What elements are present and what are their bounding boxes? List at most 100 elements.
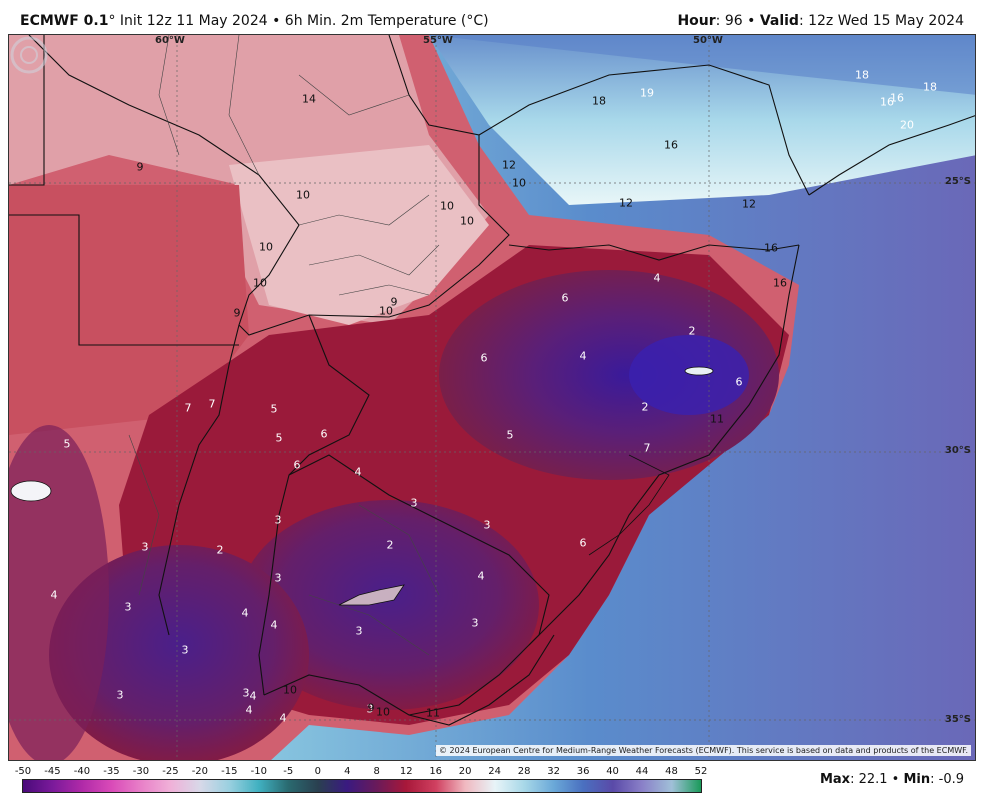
temperature-value: 10	[379, 304, 393, 318]
temperature-value: 18	[923, 80, 937, 94]
temperature-value: 4	[241, 606, 249, 620]
forecast-time: Hour: 96 • Valid: 12z Wed 15 May 2024	[677, 13, 964, 29]
temperature-value: 10	[512, 176, 526, 190]
temperature-value: 7	[643, 441, 651, 455]
temperature-value: 4	[270, 618, 278, 632]
temperature-value: 12	[619, 196, 633, 210]
temperature-value: 3	[355, 624, 363, 638]
valid-value: : 12z Wed 15 May 2024	[798, 13, 964, 29]
temperature-value: 4	[249, 689, 257, 703]
temperature-value: 9	[136, 160, 144, 174]
lon-label: 50°W	[693, 35, 723, 46]
temperature-value: 5	[275, 431, 283, 445]
temperature-value: 9	[233, 306, 241, 320]
scale-tick-label: 20	[458, 766, 472, 777]
temperature-value: 3	[124, 600, 132, 614]
temperature-value: 3	[471, 616, 479, 630]
temperature-value: 5	[63, 437, 71, 451]
temperature-value: 18	[855, 68, 869, 82]
valid-label: Valid	[759, 13, 799, 29]
temperature-value: 10	[259, 240, 273, 254]
temperature-value: 2	[688, 324, 696, 338]
scale-tick-label: -45	[44, 766, 61, 777]
min-value: : -0.9	[930, 772, 964, 787]
temperature-value: 4	[279, 711, 287, 725]
color-scale: -50 -45 -40 -35 -30 -25 -20 -15 -10 -5 0 4 8 12 16 20 24…	[15, 766, 707, 794]
scale-tick-label: 12	[399, 766, 413, 777]
temperature-value: 9	[390, 295, 398, 309]
hour-value: : 96 •	[715, 13, 760, 29]
temperature-value: 2	[216, 543, 224, 557]
temperature-value: 3	[483, 518, 491, 532]
lon-label: 55°W	[423, 35, 453, 46]
scale-tick-label: -10	[250, 766, 267, 777]
scale-tick-label: 40	[606, 766, 619, 777]
temperature-value: 19	[640, 86, 654, 100]
lon-label: 60°W	[155, 35, 185, 46]
temperature-value: 6	[320, 427, 328, 441]
temperature-value: 16	[664, 138, 678, 152]
temperature-value: 4	[50, 588, 58, 602]
copyright-notice: © 2024 European Centre for Medium-Range …	[436, 745, 971, 756]
scale-bar	[22, 779, 702, 793]
temperature-value: 6	[561, 291, 569, 305]
temperature-value: 3	[274, 513, 282, 527]
model-description: ° Init 12z 11 May 2024 • 6h Min. 2m Temp…	[108, 13, 489, 29]
temperature-value: 2	[641, 400, 649, 414]
scale-tick-label: -20	[191, 766, 209, 777]
scale-tick-label: -25	[162, 766, 179, 777]
temperature-value: 4	[653, 271, 661, 285]
temperature-value: 6	[293, 458, 301, 472]
max-value: : 22.1 •	[850, 772, 904, 787]
temperature-value: 7	[184, 401, 192, 415]
temperature-value: 3	[274, 571, 282, 585]
temperature-value: 9	[367, 701, 375, 715]
temperature-value: 5	[270, 402, 278, 416]
temperature-value: 10	[296, 188, 310, 202]
temperature-value: 3	[181, 643, 189, 657]
temperature-value: 10	[253, 276, 267, 290]
temperature-value: 10	[376, 705, 390, 719]
temperature-value: 6	[579, 536, 587, 550]
scale-tick-label: 36	[576, 766, 590, 777]
scale-tick-label: 8	[373, 766, 380, 777]
temperature-value: 3	[116, 688, 124, 702]
temperature-value: 4	[579, 349, 587, 363]
model-name: ECMWF 0.1	[20, 13, 109, 29]
temperature-value: 10	[460, 214, 474, 228]
map-field	[9, 35, 975, 760]
min-label: Min	[903, 772, 931, 787]
temperature-value: 3	[141, 540, 149, 554]
scale-tick-label: 44	[635, 766, 649, 777]
scale-tick-label: 52	[694, 766, 708, 777]
scale-tick-label: -35	[103, 766, 120, 777]
scale-tick-label: -50	[14, 766, 32, 777]
scale-tick-label: 32	[547, 766, 560, 777]
hour-label: Hour	[677, 13, 716, 29]
lat-label: 35°S	[944, 714, 971, 725]
scale-tick-label: 0	[314, 766, 321, 777]
temperature-value: 20	[900, 118, 914, 132]
scale-tick-label: -5	[283, 766, 294, 777]
lat-label: 30°S	[944, 445, 971, 456]
temperature-value: 3	[366, 702, 374, 716]
temperature-value: 16	[773, 276, 787, 290]
scale-tick-label: 28	[517, 766, 531, 777]
header-bar: ECMWF 0.1° Init 12z 11 May 2024 • 6h Min…	[0, 0, 984, 34]
temperature-value: 6	[480, 351, 488, 365]
min-max-stats: Max: 22.1 • Min: -0.9	[820, 772, 964, 787]
temperature-value: 4	[245, 703, 253, 717]
temperature-value: 3	[410, 496, 418, 510]
scale-tick-label: -30	[132, 766, 150, 777]
temperature-value: 2	[386, 538, 394, 552]
temperature-value: 16	[880, 95, 894, 109]
temperature-map[interactable]: 60°W 55°W 50°W 25°S 30°S 35°S 14 9 10 10 10 1…	[8, 34, 976, 761]
weatherbell-logo-icon	[10, 36, 48, 74]
temperature-value: 7	[208, 397, 216, 411]
temperature-value: 10	[440, 199, 454, 213]
temperature-value: 10	[283, 683, 297, 697]
scale-tick-label: -15	[221, 766, 238, 777]
temperature-value: 11	[710, 412, 724, 426]
temperature-value: 4	[477, 569, 485, 583]
lat-label: 25°S	[944, 176, 971, 187]
